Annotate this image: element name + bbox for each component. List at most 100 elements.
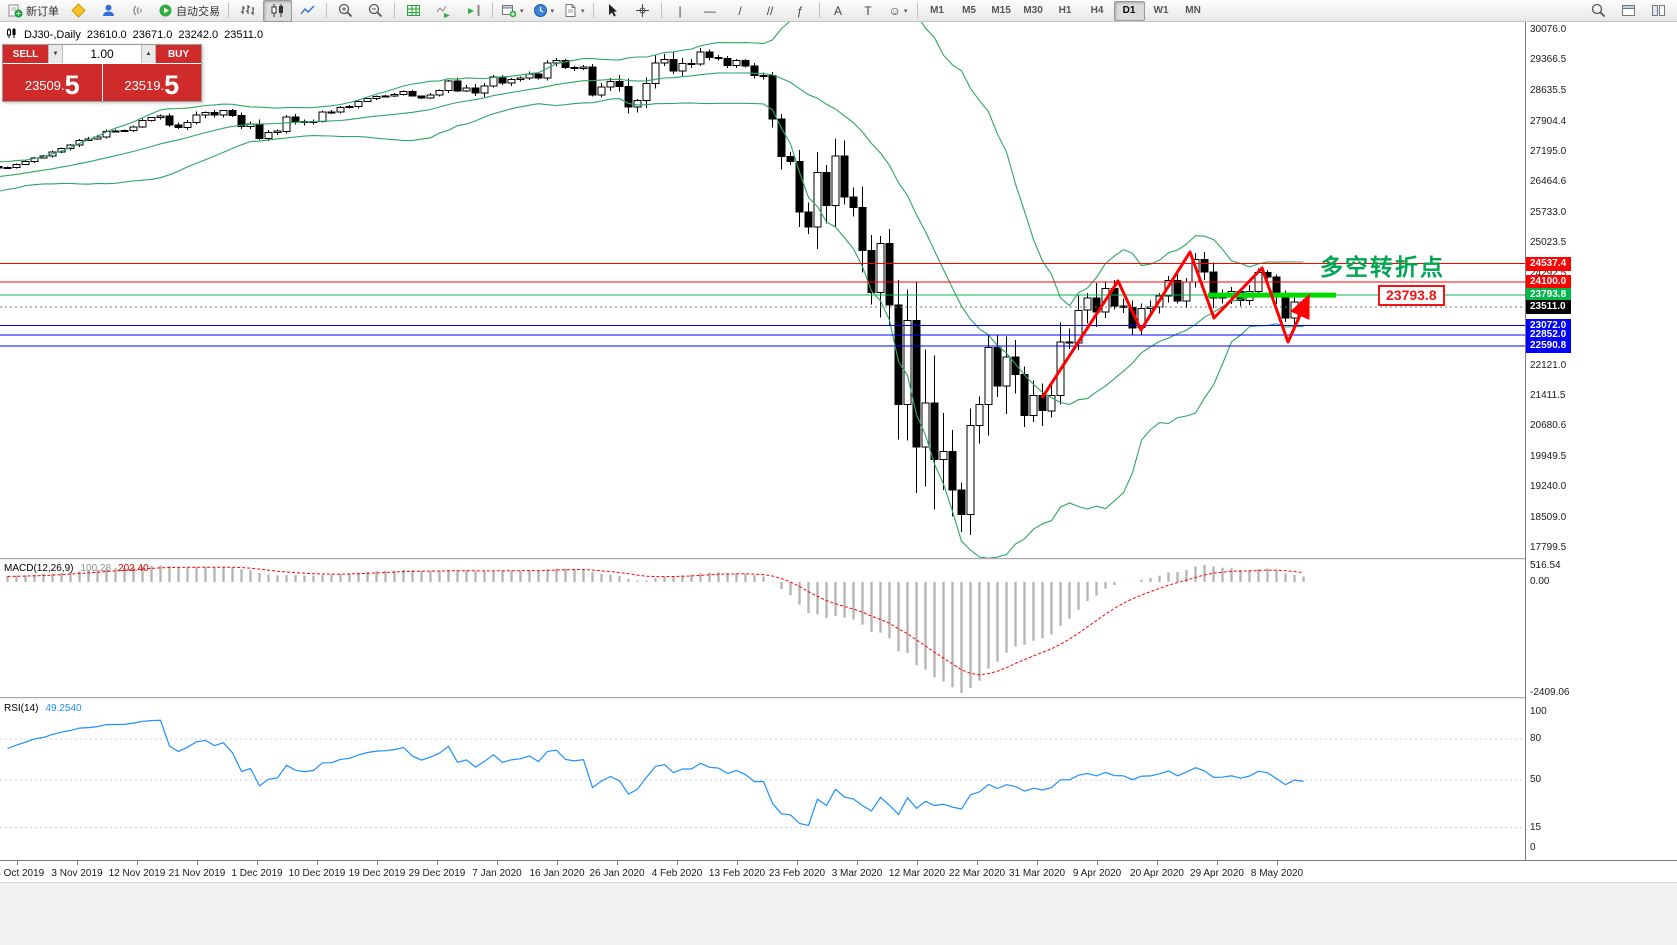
panel-separator[interactable]: [0, 697, 1677, 700]
date-axis-tick: [617, 861, 618, 865]
window-bottom-strip: [0, 882, 1677, 945]
grid-icon: [406, 3, 421, 18]
trendline-button[interactable]: /: [726, 0, 755, 22]
fibonacci-button[interactable]: ƒ: [786, 0, 815, 22]
vertical-line-button[interactable]: |: [666, 0, 695, 22]
timeframe-h4-button[interactable]: H4: [1090, 5, 1104, 16]
text-label-button[interactable]: T: [854, 0, 883, 22]
candle-chart-button[interactable]: [263, 0, 292, 22]
chart-close-value: 23511.0: [224, 28, 264, 41]
grid-button[interactable]: [399, 0, 428, 22]
horizontal-line-button[interactable]: —: [696, 0, 725, 22]
price-annotation-box[interactable]: 23793.8: [1378, 285, 1445, 306]
rsi-indicator-label: RSI(14) 49.2540: [4, 703, 82, 714]
profile-button[interactable]: [94, 0, 123, 22]
buy-button[interactable]: BUY: [156, 45, 201, 63]
chevron-down-icon: ▾: [520, 7, 524, 15]
rsi-scale-label: 100: [1530, 706, 1547, 717]
date-axis-tick: [17, 861, 18, 865]
date-axis-label: 29 Dec 2019: [408, 868, 466, 879]
trendline-icon: /: [738, 3, 742, 18]
price-scale-label: 29366.5: [1530, 54, 1567, 65]
toolbar-separator: [818, 3, 820, 18]
chevron-down-icon: ▾: [550, 7, 555, 15]
chart-low-value: 23242.0: [178, 28, 219, 41]
chart-shift-button[interactable]: [459, 0, 488, 22]
autotrading-button[interactable]: 自动交易: [154, 0, 224, 22]
date-axis-label: 12 Nov 2019: [108, 868, 166, 879]
date-axis-tick: [497, 861, 498, 865]
date-axis-label: 13 Feb 2020: [708, 868, 766, 879]
date-axis-tick: [1157, 861, 1158, 865]
text-button[interactable]: A: [824, 0, 853, 22]
macd-chart-canvas[interactable]: [0, 561, 1525, 697]
new-chart-button[interactable]: ▾: [497, 0, 528, 22]
current-price-label: 23511.0: [1526, 300, 1571, 314]
chevron-down-icon: ▾: [903, 7, 908, 15]
new-order-label: 新订单: [26, 5, 59, 18]
search-icon: [1591, 3, 1606, 18]
sell-price-display[interactable]: 23509. 5: [3, 64, 103, 101]
date-axis-label: 19 Dec 2019: [348, 868, 406, 879]
volume-increase-button[interactable]: ▲: [141, 45, 156, 63]
price-axis[interactable]: 30076.0 29366.5 28635.5 27904.4 27195.0 26464…: [1525, 22, 1677, 860]
crosshair-button[interactable]: [628, 0, 657, 22]
text-icon: A: [834, 3, 843, 18]
price-scale-label: 17799.5: [1530, 542, 1567, 553]
timeframe-w1-button[interactable]: W1: [1153, 5, 1169, 16]
toolbar-separator: [916, 3, 918, 18]
candle-icon: [6, 27, 18, 42]
volume-decrease-button[interactable]: ▼: [48, 45, 63, 63]
price-line-label: 22852.0: [1526, 328, 1572, 342]
macd-scale-label: 516.54: [1530, 560, 1561, 571]
date-axis-tick: [257, 861, 258, 865]
volume-input[interactable]: 1.00: [63, 45, 141, 63]
timeframe-m15-button[interactable]: M15: [991, 5, 1011, 16]
data-window-button[interactable]: [1614, 0, 1643, 22]
autotrading-label: 自动交易: [176, 5, 220, 18]
layout-button[interactable]: [1644, 0, 1673, 22]
timeframe-m5-button[interactable]: M5: [962, 5, 976, 16]
auto-scroll-button[interactable]: [429, 0, 458, 22]
timeframe-d1-button[interactable]: D1: [1113, 0, 1145, 21]
date-axis-label: 3 Mar 2020: [831, 868, 883, 879]
timeframe-h1-button[interactable]: H1: [1058, 5, 1072, 16]
date-axis-tick: [1277, 861, 1278, 865]
macd-indicator-label: MACD(12,26,9) 100.28 202.40: [4, 563, 149, 574]
turning-point-label[interactable]: 多空转折点: [1320, 254, 1445, 280]
rsi-chart-canvas[interactable]: [0, 700, 1525, 860]
price-scale-label: 25023.5: [1530, 237, 1567, 248]
arrows-button[interactable]: ☺ ▾: [884, 0, 913, 22]
panel-separator[interactable]: [0, 558, 1677, 561]
zoom-out-button[interactable]: [361, 0, 390, 22]
buy-price-big: 5: [164, 70, 180, 100]
timeframe-m30-button[interactable]: M30: [1023, 5, 1043, 16]
sell-button[interactable]: SELL: [3, 45, 48, 63]
channel-button[interactable]: //: [756, 0, 785, 22]
price-chart-canvas[interactable]: [0, 22, 1525, 558]
fibonacci-icon: ƒ: [796, 3, 804, 18]
price-scale-label: 22121.0: [1530, 360, 1567, 371]
candle-chart-icon: [270, 3, 285, 18]
mql-editor-button[interactable]: [64, 0, 93, 22]
zoom-in-button[interactable]: [331, 0, 360, 22]
clock-icon: [533, 3, 548, 18]
timeframe-m1-button[interactable]: M1: [930, 5, 944, 16]
date-axis-label: 8 May 2020: [1250, 868, 1304, 879]
date-axis-tick: [917, 861, 918, 865]
date-axis-tick: [377, 861, 378, 865]
date-axis-tick: [557, 861, 558, 865]
new-order-button[interactable]: 新订单: [4, 0, 63, 22]
signals-button[interactable]: [124, 0, 153, 22]
periods-button[interactable]: ▾: [529, 0, 559, 22]
search-button[interactable]: [1584, 0, 1613, 22]
timeframe-mn-button[interactable]: MN: [1185, 5, 1201, 16]
line-chart-button[interactable]: [293, 0, 322, 22]
one-click-trading-panel: SELL ▼ 1.00 ▲ BUY 23509. 5 23519. 5: [2, 44, 202, 102]
price-scale-label: 21411.5: [1530, 390, 1566, 401]
cursor-button[interactable]: [598, 0, 627, 22]
bar-chart-button[interactable]: [233, 0, 262, 22]
buy-price-display[interactable]: 23519. 5: [102, 64, 201, 101]
templates-button[interactable]: ▾: [559, 0, 589, 22]
